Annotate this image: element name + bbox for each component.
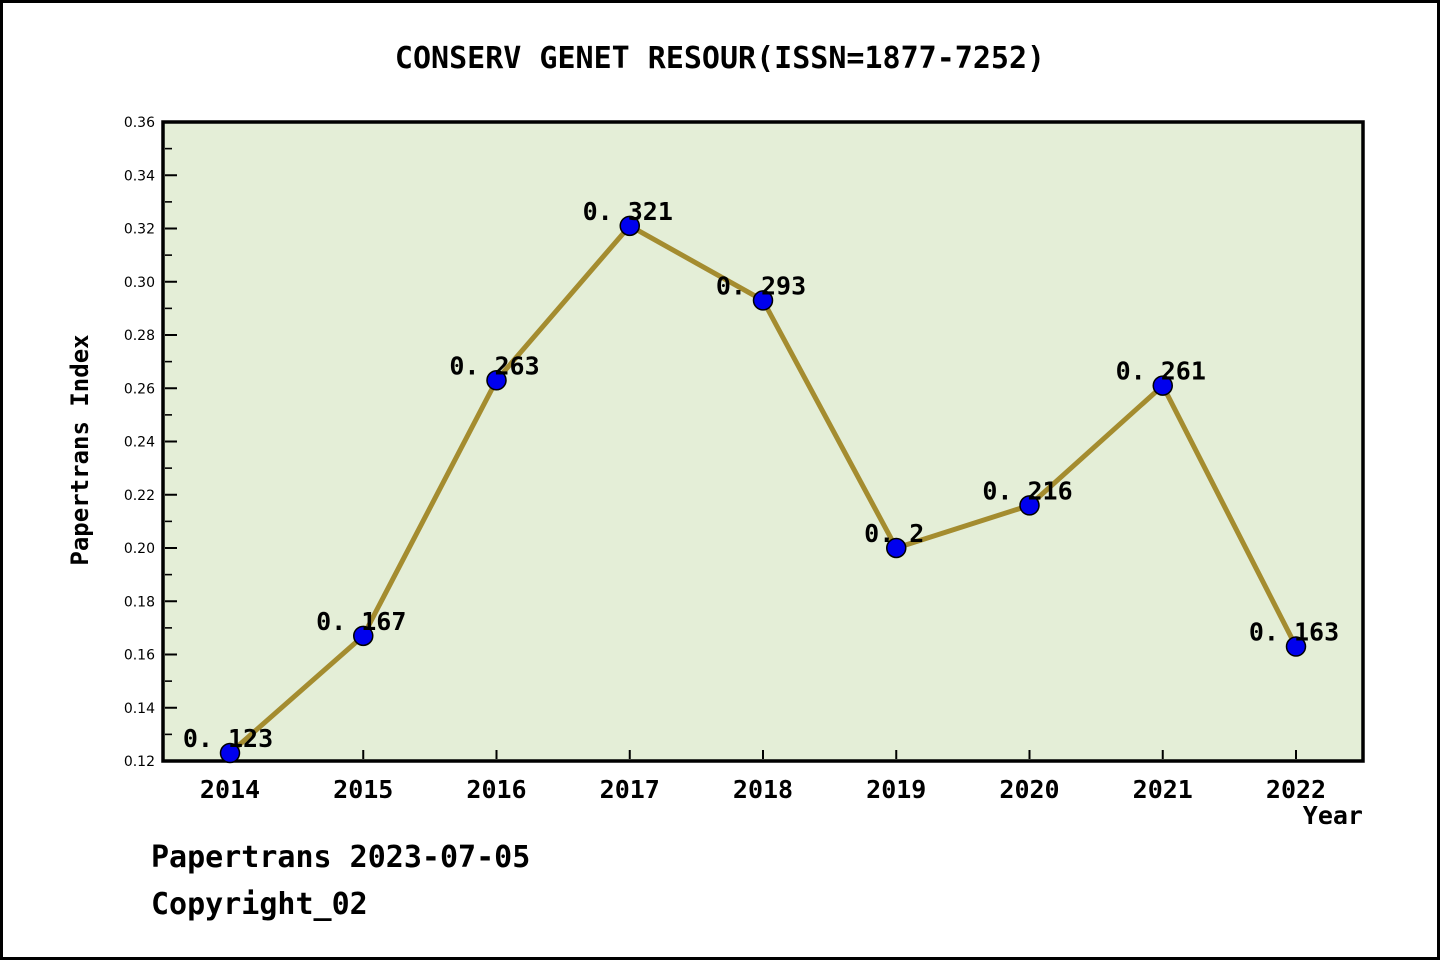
x-tick-label: 2020	[999, 775, 1059, 804]
data-point	[353, 625, 374, 647]
data-point-label: 0. 2	[864, 519, 924, 548]
data-point	[752, 290, 774, 311]
data-point	[1152, 375, 1173, 396]
data-point-label: 0. 123	[183, 724, 273, 753]
y-tick-label: 0.30	[124, 275, 155, 291]
y-tick-label: 0.28	[124, 328, 155, 344]
data-point	[619, 215, 640, 237]
data-point	[886, 537, 907, 559]
data-point	[1019, 495, 1040, 516]
data-point-label: 0. 167	[316, 607, 406, 636]
y-tick-label: 0.22	[124, 488, 155, 504]
y-tick-label: 0.12	[124, 754, 155, 770]
line-chart-plot: 0.12 0.14 0.16 0.18 0.20 0.22 0.24 0.26 0.28 0.30…	[124, 115, 1365, 804]
data-point	[1285, 636, 1307, 657]
data-point-label: 0. 261	[1116, 357, 1206, 386]
plot-area	[161, 120, 1365, 763]
data-point-label: 0. 293	[716, 271, 806, 300]
y-tick-label: 0.26	[124, 381, 155, 397]
y-tick-label: 0.24	[124, 435, 155, 451]
y-tick-label: 0.14	[124, 701, 155, 717]
y-tick-label: 0.16	[124, 648, 155, 664]
x-tick-label: 2021	[1133, 775, 1193, 804]
y-tick-label: 0.18	[124, 594, 155, 610]
y-tick-label: 0.20	[124, 541, 155, 557]
x-axis-label: Year	[1302, 801, 1363, 830]
x-tick-label: 2015	[333, 775, 393, 804]
data-point	[486, 370, 507, 391]
data-point-label: 0. 216	[982, 476, 1072, 505]
footer-copyright: Copyright_02	[151, 887, 368, 922]
data-point	[219, 742, 241, 764]
chart-title: CONSERV GENET RESOUR(ISSN=1877-7252)	[394, 41, 1046, 76]
y-tick-label: 0.34	[124, 168, 155, 184]
x-tick-label: 2018	[733, 775, 793, 804]
data-point-label: 0. 263	[449, 351, 539, 380]
x-tick-label: 2022	[1266, 775, 1326, 804]
footer-brand-date: Papertrans 2023-07-05	[151, 840, 531, 875]
x-tick-label: 2014	[200, 775, 260, 804]
x-tick-label: 2017	[600, 775, 660, 804]
data-point-label: 0. 163	[1249, 618, 1339, 647]
x-tick-label: 2016	[466, 775, 526, 804]
x-tick-label: 2019	[866, 775, 926, 804]
y-tick-label: 0.32	[124, 222, 155, 238]
y-tick-label: 0.36	[124, 115, 155, 131]
data-point-label: 0. 321	[583, 197, 673, 226]
